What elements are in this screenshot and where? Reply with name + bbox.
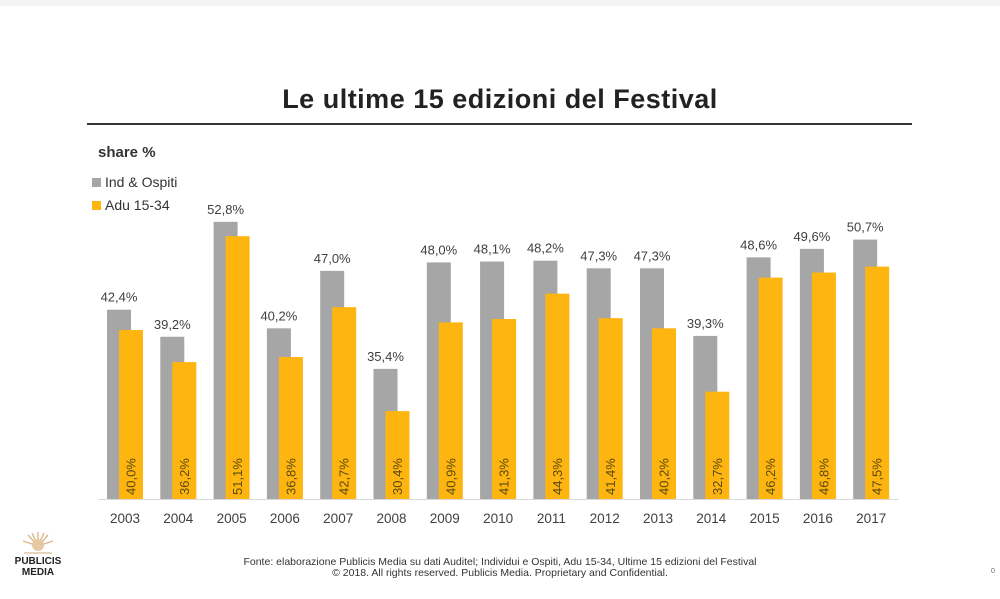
bar-adu-15-34 [598,318,623,499]
bar-adu-15-34 [705,391,730,499]
x-tick-label: 2004 [163,511,194,526]
data-label-adu-15-34: 42,7% [337,458,352,495]
data-label-ind-ospiti: 48,1% [474,242,511,257]
lion-sun-icon [22,532,54,554]
logo-text-2: MEDIA [21,567,55,578]
bar-adu-15-34 [492,319,517,499]
page-number: 0 [991,568,995,575]
publicis-media-logo: PUBLICIS MEDIA [8,530,68,578]
legend-item-ind-ospiti: Ind & Ospiti [92,174,177,190]
data-label-ind-ospiti: 48,2% [527,241,564,256]
source-note: Fonte: elaborazione Publicis Media su da… [243,556,757,568]
x-tick-label: 2009 [430,511,460,526]
slide-title: Le ultime 15 edizioni del Festival [282,84,718,114]
x-tick-label: 2007 [323,511,353,526]
legend-item-adu-15-34: Adu 15-34 [92,197,170,213]
data-label-adu-15-34: 36,2% [177,458,192,495]
x-tick-label: 2005 [217,511,247,526]
x-tick-label: 2011 [537,511,566,526]
x-tick-label: 2016 [803,511,833,526]
x-tick-label: 2015 [750,511,780,526]
data-label-adu-15-34: 32,7% [710,458,725,495]
data-label-adu-15-34: 40,9% [443,458,458,495]
data-label-ind-ospiti: 40,2% [260,308,297,323]
legend-swatch [92,200,101,210]
data-label-ind-ospiti: 39,2% [154,317,191,332]
logo-text-1: PUBLICIS [14,556,62,567]
bar-adu-15-34 [545,293,570,499]
bar-adu-15-34 [811,272,836,499]
data-label-ind-ospiti: 52,8% [207,202,244,217]
data-label-adu-15-34: 46,8% [816,458,831,495]
data-label-adu-15-34: 46,2% [763,458,778,495]
data-label-adu-15-34: 30,4% [390,458,405,495]
x-tick-label: 2013 [643,511,673,526]
bar-adu-15-34 [758,277,783,499]
legend-label: Adu 15-34 [105,197,170,213]
data-label-ind-ospiti: 48,6% [740,237,777,252]
data-label-ind-ospiti: 47,0% [314,251,351,266]
data-label-ind-ospiti: 49,6% [793,229,830,244]
data-label-adu-15-34: 44,3% [550,458,565,495]
data-label-ind-ospiti: 50,7% [847,220,884,235]
bar-adu-15-34 [278,357,303,499]
bar-adu-15-34 [865,266,890,499]
data-label-ind-ospiti: 47,3% [634,248,671,263]
x-tick-label: 2003 [110,511,140,526]
bar-adu-15-34 [385,411,410,499]
title-divider [87,123,912,125]
bar-adu-15-34 [332,307,357,499]
data-label-adu-15-34: 40,0% [124,458,139,495]
copyright: © 2018. All rights reserved. Publicis Me… [332,567,668,579]
top-bar [0,0,1000,6]
bar-adu-15-34 [652,328,676,499]
data-label-adu-15-34: 47,5% [870,458,885,495]
data-label-ind-ospiti: 42,4% [101,290,138,305]
legend-label: Ind & Ospiti [105,174,178,190]
bar-adu-15-34 [438,322,463,499]
data-label-adu-15-34: 41,3% [497,458,512,495]
legend-swatch [92,177,101,187]
bar-adu-15-34 [172,362,197,499]
x-tick-label: 2006 [270,511,300,526]
data-label-adu-15-34: 51,1% [230,458,245,495]
footer: Fonte: elaborazione Publicis Media su da… [230,557,770,579]
data-label-adu-15-34: 41,4% [603,458,618,495]
x-tick-label: 2012 [590,511,620,526]
data-label-ind-ospiti: 47,3% [580,248,617,263]
x-tick-label: 2017 [856,511,886,526]
data-label-adu-15-34: 40,2% [657,458,672,495]
data-label-ind-ospiti: 48,0% [420,242,457,257]
y-axis-label: share % [98,144,156,161]
data-label-ind-ospiti: 35,4% [367,349,404,364]
data-label-adu-15-34: 36,8% [283,458,298,495]
x-tick-label: 2014 [696,511,727,526]
bar-adu-15-34 [225,236,250,499]
data-label-ind-ospiti: 39,3% [687,316,724,331]
x-tick-label: 2010 [483,511,513,526]
x-tick-label: 2008 [376,511,406,526]
bar-adu-15-34 [119,330,143,499]
